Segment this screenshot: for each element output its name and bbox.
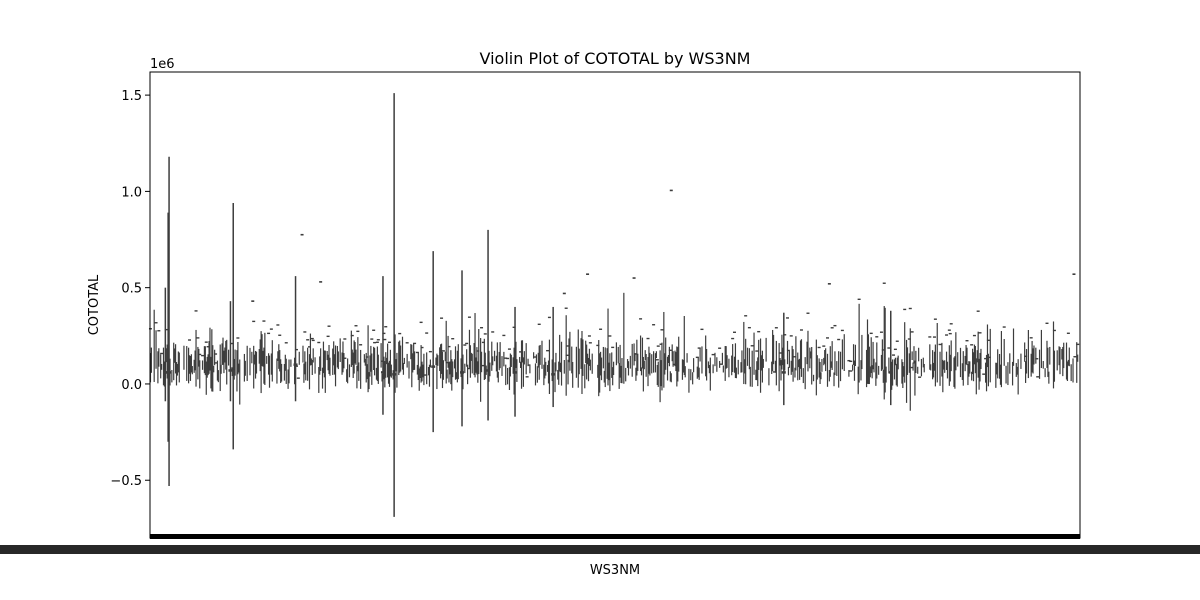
y-tick-label: 1.5 xyxy=(121,89,142,104)
y-ticks-group: −0.5 0.0 0.5 1.0 1.5 xyxy=(110,89,150,489)
x-tick-labels-band xyxy=(0,545,1200,554)
violins-group xyxy=(148,93,1080,517)
chart-title: Violin Plot of COTOTAL by WS3NM xyxy=(480,49,751,68)
y-axis-label: COTOTAL xyxy=(87,274,102,335)
x-tick-band xyxy=(0,534,1200,554)
y-tick-label: 1.0 xyxy=(121,185,142,200)
x-tick-marks-band xyxy=(150,534,1080,539)
y-tick-label: 0.5 xyxy=(121,282,142,297)
y-scale-label: 1e6 xyxy=(150,57,175,72)
y-tick-label: 0.0 xyxy=(121,378,142,393)
y-tick-label: −0.5 xyxy=(110,474,142,489)
x-axis-label: WS3NM xyxy=(590,563,640,578)
plot-frame xyxy=(149,71,1081,539)
